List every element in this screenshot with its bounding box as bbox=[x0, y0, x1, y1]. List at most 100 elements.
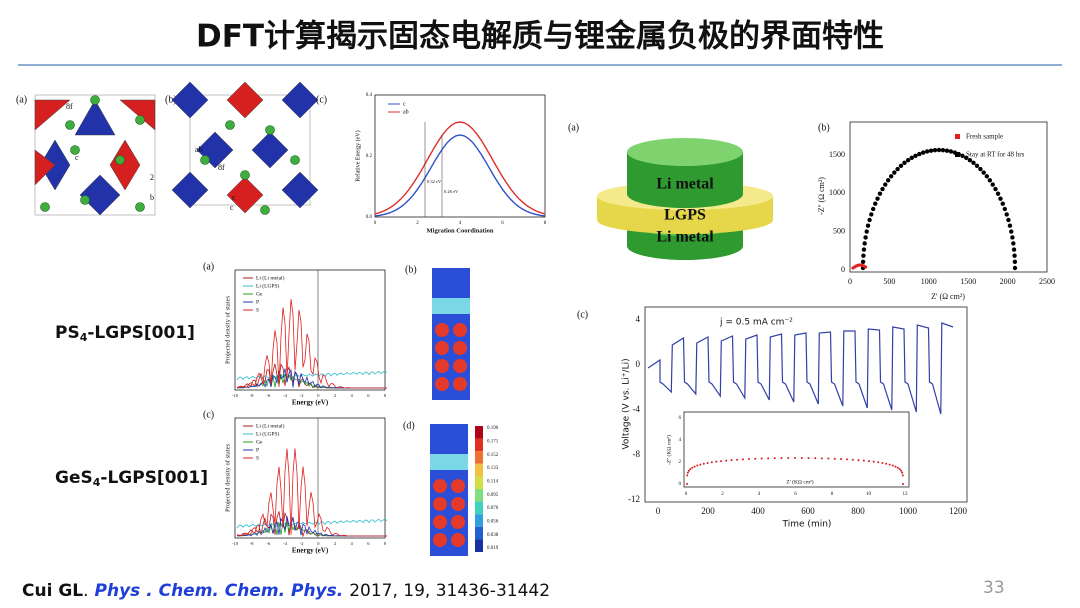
inset-dot bbox=[730, 459, 733, 462]
label-part: PS bbox=[55, 323, 80, 343]
inset-dot bbox=[699, 463, 702, 466]
annotation: j = 0.5 mA cm⁻² bbox=[719, 318, 793, 328]
inset-dot bbox=[898, 468, 901, 471]
dos-curve bbox=[236, 518, 388, 529]
x-tick-label: -10 bbox=[232, 541, 239, 546]
x-tick-label: 0 bbox=[374, 221, 377, 226]
atom bbox=[135, 202, 145, 212]
x-tick-label: 1000 bbox=[899, 506, 918, 516]
x-axis-label: Energy (eV) bbox=[292, 399, 329, 407]
colorbar-step bbox=[475, 501, 483, 515]
density-blob bbox=[435, 377, 449, 391]
inset-dot bbox=[877, 461, 880, 464]
curve bbox=[374, 121, 546, 215]
plot-frame bbox=[644, 306, 968, 503]
x-tick-label: 8 bbox=[831, 492, 834, 497]
atom bbox=[265, 125, 275, 135]
atom bbox=[135, 115, 145, 125]
x-tick-label: -2 bbox=[300, 393, 304, 398]
x-tick-label: 2 bbox=[721, 492, 724, 497]
inset-dot bbox=[820, 457, 823, 460]
inset-dot bbox=[767, 457, 770, 460]
x-tick-label: 2000 bbox=[1000, 277, 1016, 286]
x-tick-label: 4 bbox=[351, 393, 354, 398]
curve-dot bbox=[1010, 235, 1015, 240]
curve-dot bbox=[905, 158, 911, 163]
panel-label: (b) bbox=[818, 122, 830, 133]
curve-dot bbox=[860, 259, 866, 265]
x-axis-label: Time (min) bbox=[782, 520, 832, 530]
x-tick-label: 6 bbox=[367, 393, 370, 398]
structure-tag: 2 bbox=[150, 173, 154, 182]
curve-dot bbox=[863, 235, 868, 240]
upper-electrode bbox=[627, 180, 743, 208]
inset-dot bbox=[689, 468, 692, 471]
curve-dot bbox=[877, 191, 883, 196]
colorbar-step bbox=[475, 489, 483, 502]
y-axis-label: Projected density of states bbox=[224, 296, 231, 365]
curve-dot bbox=[924, 149, 930, 154]
dos-curve bbox=[236, 370, 388, 381]
x-tick-label: -6 bbox=[266, 393, 270, 398]
x-tick-label: 0 bbox=[317, 541, 320, 546]
structure-tag: c bbox=[230, 203, 234, 212]
annotation: 0.32 eV bbox=[427, 179, 442, 184]
x-tick-label: 4 bbox=[351, 541, 354, 546]
x-tick-label: 0 bbox=[685, 492, 688, 497]
density-blob bbox=[453, 377, 467, 391]
inset-dot bbox=[787, 457, 790, 460]
panel-label: (a) bbox=[568, 122, 579, 133]
x-tick-label: 400 bbox=[751, 506, 765, 516]
x-tick-label: 2500 bbox=[1039, 277, 1055, 286]
curve-dot bbox=[932, 147, 938, 153]
x-tick-label: 8 bbox=[384, 541, 387, 546]
label-sub: 4 bbox=[80, 331, 88, 344]
x-tick-label: 1000 bbox=[921, 277, 937, 286]
inset-dot bbox=[741, 458, 744, 461]
x-tick-label: -2 bbox=[300, 541, 304, 546]
inset-dot bbox=[715, 460, 718, 463]
density-blob bbox=[435, 341, 449, 355]
x-tick-label: -6 bbox=[266, 541, 270, 546]
atom bbox=[260, 205, 270, 215]
x-tick-label: -8 bbox=[250, 393, 254, 398]
label-part: GeS bbox=[55, 468, 93, 488]
curve-dot bbox=[981, 170, 986, 175]
curve-dot bbox=[883, 182, 888, 187]
journal: Phys . Chem. Chem. Phys. bbox=[95, 581, 344, 601]
x-tick-label: 0 bbox=[656, 506, 661, 516]
legend-swatch bbox=[955, 152, 960, 157]
label-sub: 4 bbox=[93, 476, 101, 489]
x-tick-label: 4 bbox=[758, 492, 761, 497]
atom bbox=[65, 120, 75, 130]
inset-dot bbox=[693, 465, 696, 468]
upper-electrode-top bbox=[627, 138, 743, 166]
inset-dot bbox=[807, 457, 810, 460]
inset-dot bbox=[851, 458, 854, 461]
colorbar-step bbox=[475, 514, 483, 527]
curve-dot bbox=[960, 153, 965, 158]
density-blob bbox=[433, 515, 447, 529]
x-tick-label: 2 bbox=[334, 393, 336, 398]
y-tick-label: 0.4 bbox=[366, 93, 373, 98]
y-tick-label: 0.038 bbox=[487, 533, 499, 538]
inset-dot bbox=[748, 458, 751, 461]
polyhedron bbox=[226, 176, 264, 214]
plot-frame bbox=[683, 411, 910, 488]
inset-dot bbox=[867, 460, 870, 463]
inset-dot bbox=[691, 466, 694, 469]
x-tick-label: -8 bbox=[250, 541, 254, 546]
density-blob bbox=[451, 533, 465, 547]
inset-dot bbox=[881, 461, 884, 464]
colorbar-step bbox=[475, 426, 483, 439]
inset-dot bbox=[773, 457, 776, 460]
curve-dot bbox=[936, 147, 942, 153]
inset-dot bbox=[846, 458, 849, 461]
y-tick-label: 0.152 bbox=[487, 453, 499, 458]
plot-frame bbox=[849, 121, 1048, 273]
inset-dot bbox=[900, 469, 903, 472]
legend-label: Li (LGPS) bbox=[256, 430, 280, 437]
colorbar-step bbox=[475, 451, 483, 464]
